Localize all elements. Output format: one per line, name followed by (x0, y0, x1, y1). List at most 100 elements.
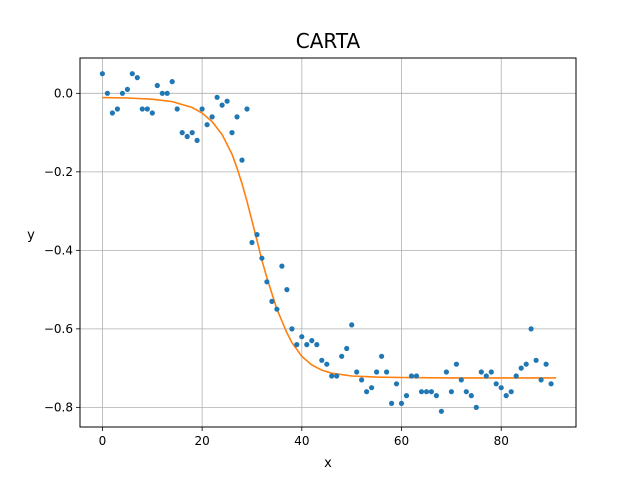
plot-frame (79, 57, 577, 428)
data-point (189, 130, 195, 136)
x-tick-label: 20 (194, 434, 209, 448)
data-point (239, 157, 245, 163)
data-point (99, 71, 105, 77)
data-point (259, 255, 265, 261)
data-point (503, 393, 509, 399)
data-point (428, 389, 434, 395)
data-point (498, 385, 504, 391)
data-point (104, 90, 110, 96)
data-point (279, 263, 285, 269)
fit-line (102, 96, 557, 379)
data-point (458, 377, 464, 383)
data-point (478, 369, 484, 375)
x-tick-label: 40 (294, 434, 309, 448)
data-point (359, 377, 365, 383)
data-point (304, 342, 310, 348)
data-point (319, 357, 325, 363)
y-tick-label: −0.4 (44, 243, 73, 257)
data-point (463, 389, 469, 395)
data-point (423, 389, 430, 395)
data-point (518, 365, 524, 371)
data-point (109, 110, 115, 116)
data-point (159, 90, 165, 96)
data-point (294, 342, 300, 348)
x-axis: 0 20 40 60 80 (99, 427, 509, 448)
data-point (488, 369, 494, 375)
chart-title: CARTA (296, 29, 361, 53)
data-point (129, 71, 135, 77)
data-point (413, 373, 420, 379)
data-point (344, 345, 350, 352)
data-point (139, 106, 145, 112)
data-point (309, 338, 315, 344)
data-point (199, 106, 205, 112)
data-point (418, 389, 425, 395)
data-point (269, 298, 275, 304)
data-point (289, 326, 295, 332)
data-point (533, 357, 539, 363)
data-point (274, 306, 280, 312)
data-point (324, 361, 330, 367)
data-point (249, 239, 255, 246)
x-tick-label: 60 (394, 434, 409, 448)
data-point (473, 404, 479, 410)
data-point (398, 400, 405, 406)
x-tick-label: 0 (99, 434, 107, 448)
data-point (384, 369, 390, 375)
data-point (154, 82, 160, 89)
data-point (433, 393, 439, 399)
data-point (513, 373, 519, 379)
data-point (244, 106, 250, 112)
data-point (299, 334, 305, 340)
data-point (493, 381, 499, 387)
data-point (149, 110, 155, 116)
y-axis: 0.0 −0.2 −0.4 −0.6 −0.8 (44, 86, 80, 414)
y-tick-label: −0.2 (44, 165, 73, 179)
data-point (468, 393, 474, 399)
data-point (334, 373, 340, 379)
data-point (438, 408, 444, 414)
data-point (369, 385, 375, 391)
data-point (174, 106, 180, 112)
data-point (204, 122, 210, 128)
data-point (329, 373, 335, 379)
x-tick-label: 80 (494, 434, 509, 448)
data-point (264, 279, 270, 285)
data-point (543, 361, 549, 367)
data-point (124, 86, 130, 92)
data-point (379, 353, 385, 359)
data-point (508, 389, 514, 395)
data-point (408, 373, 415, 379)
data-point (169, 79, 175, 85)
data-point (364, 389, 370, 395)
data-point (443, 369, 449, 375)
data-point (349, 322, 355, 328)
x-axis-label: x (324, 456, 332, 471)
data-point (229, 130, 235, 136)
data-point (453, 361, 459, 367)
data-point (538, 377, 544, 383)
data-point (448, 389, 454, 395)
data-point (209, 114, 215, 120)
data-point (528, 326, 534, 332)
data-point (184, 133, 190, 140)
data-point (134, 75, 140, 81)
data-point (194, 137, 200, 143)
fit-curve (102, 96, 557, 379)
data-point (548, 381, 554, 387)
data-point (114, 106, 120, 112)
data-point (164, 90, 170, 96)
data-point (314, 342, 320, 348)
data-point (219, 102, 225, 108)
data-point (339, 353, 345, 359)
data-point (483, 373, 489, 379)
data-point (284, 287, 290, 293)
data-point (354, 369, 360, 375)
data-point (389, 400, 395, 406)
y-tick-label: −0.6 (44, 322, 73, 336)
data-point (403, 393, 410, 399)
y-axis-label: y (27, 228, 35, 243)
data-point (144, 106, 150, 112)
data-point (254, 232, 260, 238)
